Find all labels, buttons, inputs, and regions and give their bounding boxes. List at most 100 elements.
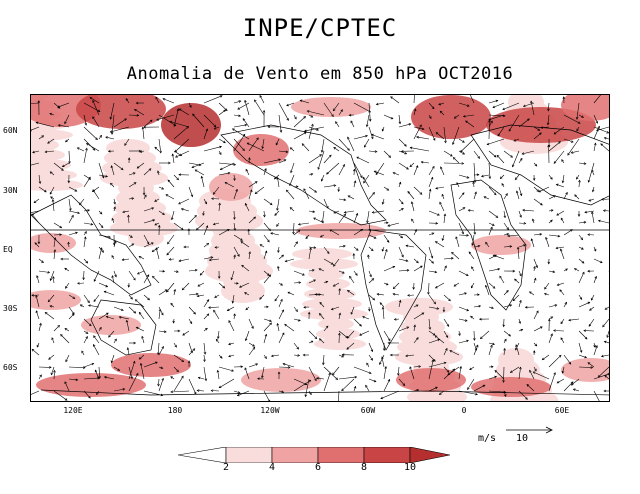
wind-vector [492, 254, 505, 260]
wind-vector [529, 369, 535, 380]
wind-vector [473, 304, 482, 308]
wind-vector [488, 365, 494, 369]
wind-vector [398, 299, 402, 308]
wind-vector [485, 241, 490, 248]
wind-vector [338, 213, 346, 224]
wind-vector [308, 154, 323, 164]
wind-vector [567, 138, 580, 156]
wind-vector [428, 330, 436, 336]
wind-vector [125, 319, 130, 332]
wind-vector [398, 208, 404, 212]
wind-vector [165, 194, 175, 200]
wind-vector [98, 210, 103, 215]
wind-vector [289, 147, 295, 152]
wind-vector [34, 242, 40, 248]
wind-vector [98, 162, 105, 179]
wind-vector [608, 163, 609, 164]
wind-vector [302, 353, 309, 357]
wind-vector [168, 257, 175, 261]
lon-label-60w: 60W [360, 406, 376, 415]
wind-vector [303, 126, 325, 132]
wind-vector [263, 222, 271, 232]
wind-vector [595, 126, 609, 132]
wind-vector [82, 270, 85, 281]
wind-vector [154, 146, 160, 152]
wind-vector [85, 143, 100, 152]
wind-vector [60, 334, 70, 344]
wind-vector [38, 186, 47, 193]
wind-vector [503, 338, 507, 344]
colorbar-label-8: 8 [360, 462, 368, 473]
wind-vector [356, 156, 370, 164]
wind-vector [410, 201, 415, 212]
wind-vector [467, 378, 475, 391]
wind-vector [458, 306, 470, 312]
wind-vector [383, 186, 390, 191]
wind-vector [488, 344, 493, 356]
wind-vector [608, 187, 609, 188]
wind-vector [359, 330, 370, 336]
wind-vector [188, 378, 197, 395]
wind-vector [492, 102, 505, 109]
wind-vector [178, 198, 190, 205]
wind-vector [158, 330, 167, 333]
wind-vector [226, 306, 235, 311]
wind-vector [439, 201, 445, 212]
colorbar [178, 447, 451, 463]
wind-vector [65, 138, 70, 143]
wind-vector [532, 218, 535, 224]
wind-vector [194, 169, 205, 176]
wind-vector [31, 390, 40, 395]
wind-vector [608, 102, 609, 103]
wind-vector [332, 282, 340, 287]
wind-vector [443, 368, 456, 380]
wind-vector [31, 162, 40, 166]
colorbar-segment-3 [317, 447, 365, 463]
wind-vector [122, 210, 130, 214]
wind-vector [188, 186, 194, 198]
wind-vector [301, 143, 310, 152]
wind-vector [583, 329, 595, 332]
wind-vector [233, 174, 236, 182]
wind-vector [128, 234, 133, 238]
wind-vector [293, 342, 299, 350]
wind-vector [233, 365, 244, 369]
wind-vector [320, 174, 325, 182]
wind-vector [509, 366, 520, 373]
anomaly-wash [300, 308, 368, 320]
wind-vector [333, 147, 340, 152]
wind-vector [49, 171, 55, 176]
wind-vector [353, 318, 362, 327]
wind-vector [570, 150, 580, 154]
wind-vector [128, 294, 133, 300]
wind-vector [443, 330, 449, 339]
wind-vector [441, 193, 445, 200]
wind-vector [308, 366, 317, 382]
wind-vector [368, 378, 377, 383]
wind-vector [381, 126, 385, 132]
wind-vector [547, 144, 550, 164]
wind-vector [387, 222, 400, 227]
wind-vector [499, 174, 505, 180]
wind-vector [218, 366, 234, 372]
wind-vector [173, 375, 184, 392]
wind-vector [113, 206, 116, 212]
wind-vector [166, 246, 175, 256]
wind-vector [181, 282, 190, 291]
wind-vector [443, 318, 450, 327]
wind-vector [68, 198, 72, 212]
wind-vector [563, 138, 574, 143]
anomaly-shading [31, 95, 609, 401]
wind-vector [191, 162, 205, 169]
wind-vector [64, 114, 70, 125]
wind-vector [597, 219, 609, 224]
wind-vector [484, 284, 490, 296]
wind-vector [233, 100, 242, 104]
wind-vector [341, 353, 355, 357]
wind-vector [375, 102, 385, 106]
lon-label-120e: 120E [63, 406, 83, 415]
wind-vector [488, 306, 494, 309]
wind-vector [440, 166, 445, 176]
wind-vector [284, 323, 295, 332]
wind-vector [173, 342, 177, 348]
